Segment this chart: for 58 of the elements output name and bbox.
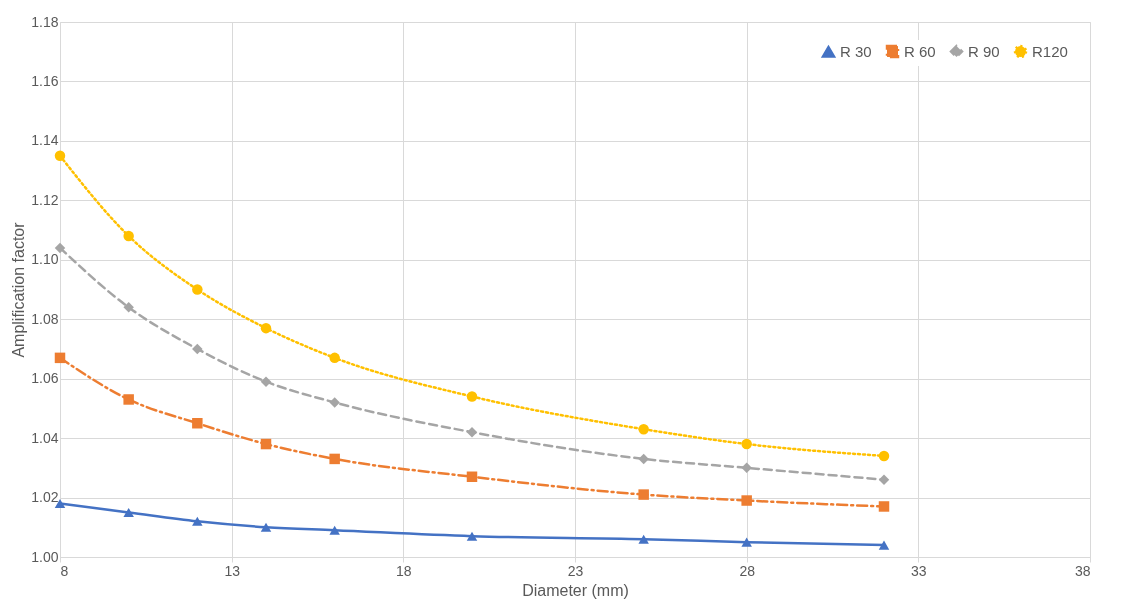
y-tick-label: 1.06 [31,370,59,387]
point [329,453,340,465]
point [741,537,752,547]
point [260,376,272,387]
point [878,540,890,550]
y-axis-title: Amplification factor [10,221,28,358]
point [638,534,649,544]
x-tick-label: 33 [911,562,927,579]
point [329,397,340,408]
point [878,501,890,512]
point [54,150,66,161]
point [741,495,752,506]
legend-label: R 60 [904,42,936,60]
point [54,242,66,254]
point [329,525,340,535]
y-tick-label: 1.10 [31,251,59,268]
point [638,489,649,500]
point [466,391,478,402]
x-tick-label: 23 [567,562,584,579]
point [192,418,203,429]
point [466,426,478,438]
point [741,462,752,474]
x-tick-label: 8 [60,562,69,579]
point [878,474,890,485]
point [329,352,340,364]
legend-label: R 90 [968,42,1000,60]
legend-label: R 30 [840,42,872,60]
y-tick-label: 1.18 [31,13,59,30]
x-tick-label: 28 [739,562,756,579]
point [638,453,649,465]
y-tick-label: 1.12 [31,191,59,208]
x-tick-label: 13 [224,562,241,579]
y-tick-label: 1.02 [31,489,59,506]
point [466,471,478,482]
point [260,322,272,334]
point [123,394,134,405]
point [466,531,478,541]
x-tick-label: 38 [1074,562,1091,579]
point [123,302,134,313]
point [638,423,649,435]
point [192,284,203,295]
point [192,516,203,526]
point [741,438,752,450]
legend-label: R120 [1032,42,1068,60]
point [54,352,66,364]
y-tick-label: 1.04 [31,429,59,446]
point [878,450,890,462]
point [260,438,272,450]
x-tick-label: 18 [396,562,412,579]
y-tick-label: 1.08 [31,310,59,327]
point [260,522,272,532]
y-tick-label: 1.00 [31,548,59,565]
point [192,343,203,355]
x-axis-title: Diameter (mm) [522,581,629,599]
y-tick-label: 1.14 [31,132,59,149]
point [123,507,134,517]
point [123,230,134,242]
y-tick-label: 1.16 [31,72,59,89]
